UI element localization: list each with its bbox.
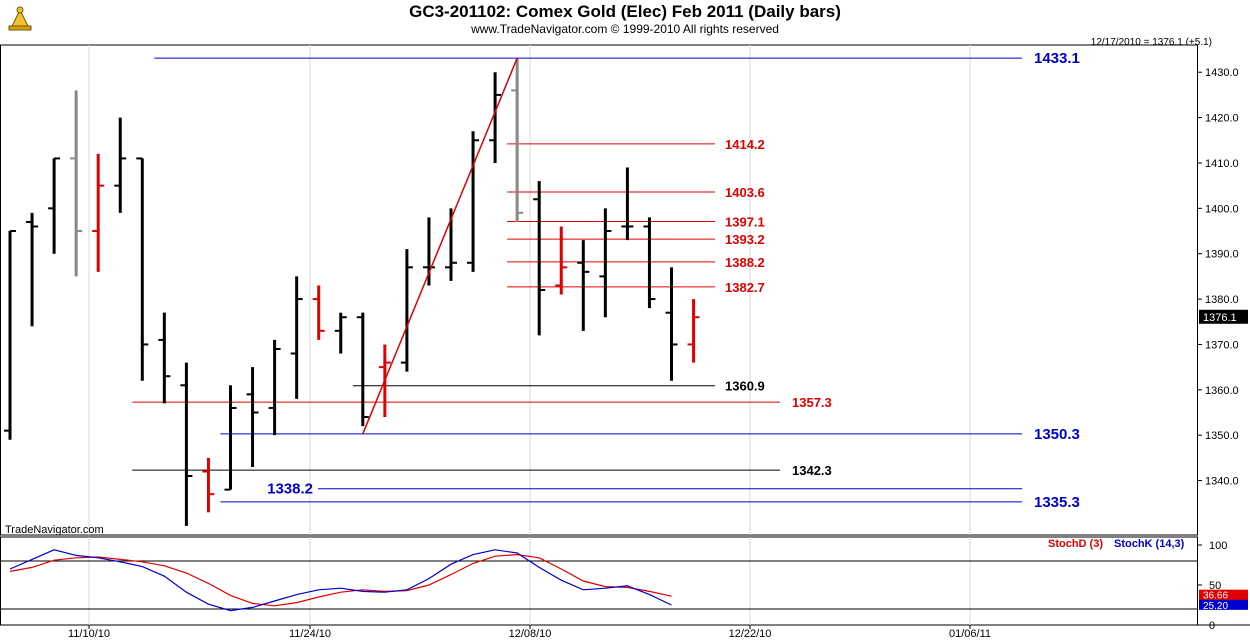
price-bar — [533, 181, 546, 336]
price-bar — [4, 230, 16, 440]
chart-subtitle: www.TradeNavigator.com © 1999-2010 All r… — [471, 22, 779, 36]
date-axis: 11/10/10 11/24/10 12/08/10 12/22/10 01/06/11 — [68, 625, 991, 640]
date-tick-label: 12/08/10 — [509, 628, 552, 640]
price-tick-label: 1420.0 — [1205, 113, 1239, 125]
price-bar — [48, 157, 61, 254]
last-price-box — [1199, 309, 1248, 324]
date-tick-label: 11/10/10 — [68, 628, 110, 640]
chart-title: GC3-201102: Comex Gold (Elec) Feb 2011 (… — [409, 2, 841, 21]
level-label: 1433.1 — [1034, 50, 1080, 67]
date-tick-label: 12/22/10 — [729, 628, 772, 640]
stoch-tick-label: 0 — [1209, 620, 1215, 632]
price-bar — [577, 240, 590, 331]
price-bar — [136, 157, 149, 381]
price-bar — [246, 367, 259, 467]
price-bar — [511, 58, 524, 222]
stoch-k-value-box — [1199, 599, 1248, 610]
level-label: 1403.6 — [725, 185, 765, 200]
last-price-label: 1376.1 — [1203, 312, 1237, 324]
date-tick-label: 01/06/11 — [949, 628, 991, 640]
price-bar — [312, 285, 325, 340]
stoch-k-value: 25.20 — [1203, 601, 1228, 612]
price-tick-label: 1410.0 — [1205, 158, 1239, 170]
stoch-series-line — [9, 549, 672, 612]
stoch-d-value: 36.66 — [1203, 591, 1228, 602]
price-bar — [643, 217, 656, 309]
stoch-tick-label: 100 — [1209, 540, 1227, 552]
chart-frame — [0, 44, 1250, 626]
level-label: 1357.3 — [792, 395, 832, 410]
price-bar — [687, 299, 700, 363]
stoch-series-line — [9, 553, 672, 607]
price-tick-label: 1400.0 — [1205, 203, 1239, 215]
stoch-d-value-box — [1199, 589, 1248, 601]
price-tick-label: 1360.0 — [1205, 385, 1239, 397]
price-tick-label: 1380.0 — [1205, 294, 1239, 306]
trendline-segment — [362, 57, 518, 435]
price-bar — [400, 249, 413, 372]
price-bar — [555, 226, 568, 295]
price-tick-label: 1350.0 — [1205, 430, 1239, 442]
level-label: 1382.7 — [725, 280, 765, 295]
price-grid — [88, 45, 971, 625]
price-plot-area — [0, 44, 1198, 536]
price-bar — [224, 385, 237, 491]
level-label: 1335.3 — [1034, 494, 1080, 511]
price-bar — [290, 276, 303, 399]
watermark: TradeNavigator.com — [5, 524, 104, 536]
price-tick-label: 1370.0 — [1205, 339, 1239, 351]
price-bar — [665, 267, 678, 381]
price-levels: 1433.1 1414.2 1403.6 1397.1 1393.2 1388.2 1382… — [132, 50, 1080, 511]
price-tick-label: 1390.0 — [1205, 249, 1239, 261]
trade-navigator-logo — [8, 6, 32, 31]
price-bar — [489, 72, 502, 163]
level-label: 1338.2 — [267, 481, 313, 498]
price-bar — [621, 167, 634, 241]
stoch-tick-label: 50 — [1209, 580, 1221, 592]
level-label: 1360.9 — [725, 379, 765, 394]
level-label: 1388.2 — [725, 255, 765, 270]
level-label: 1342.3 — [792, 463, 832, 478]
price-bar — [467, 131, 480, 272]
price-bar — [268, 339, 281, 436]
price-tick-label: 1430.0 — [1205, 67, 1239, 79]
trendline — [362, 57, 518, 435]
level-label: 1414.2 — [725, 137, 765, 152]
price-bar — [599, 208, 612, 318]
last-quote: 12/17/2010 = 1376.1 (+5.1) — [1090, 37, 1212, 48]
price-bar — [26, 212, 39, 327]
price-bar — [92, 153, 105, 272]
price-bar — [158, 312, 171, 404]
price-tick-label: 1340.0 — [1205, 476, 1239, 488]
level-label: 1350.3 — [1034, 426, 1080, 443]
price-bar — [114, 117, 127, 213]
stoch-d-legend: StochD (3) — [1048, 538, 1103, 550]
price-bars — [4, 58, 700, 526]
price-bar — [356, 312, 369, 427]
price-bar — [70, 90, 83, 277]
stoch-plot-area — [0, 536, 1198, 626]
level-label: 1397.1 — [725, 214, 765, 229]
price-bar — [334, 312, 347, 354]
stoch-k-legend: StochK (14,3) — [1114, 538, 1185, 550]
price-axis: 1340.0 1350.0 1360.0 1370.0 1380.0 1390.0 1400… — [1197, 67, 1248, 488]
price-bar — [202, 457, 215, 513]
date-tick-label: 11/24/10 — [289, 628, 331, 640]
level-label: 1393.2 — [725, 232, 765, 247]
price-bar — [180, 362, 193, 526]
